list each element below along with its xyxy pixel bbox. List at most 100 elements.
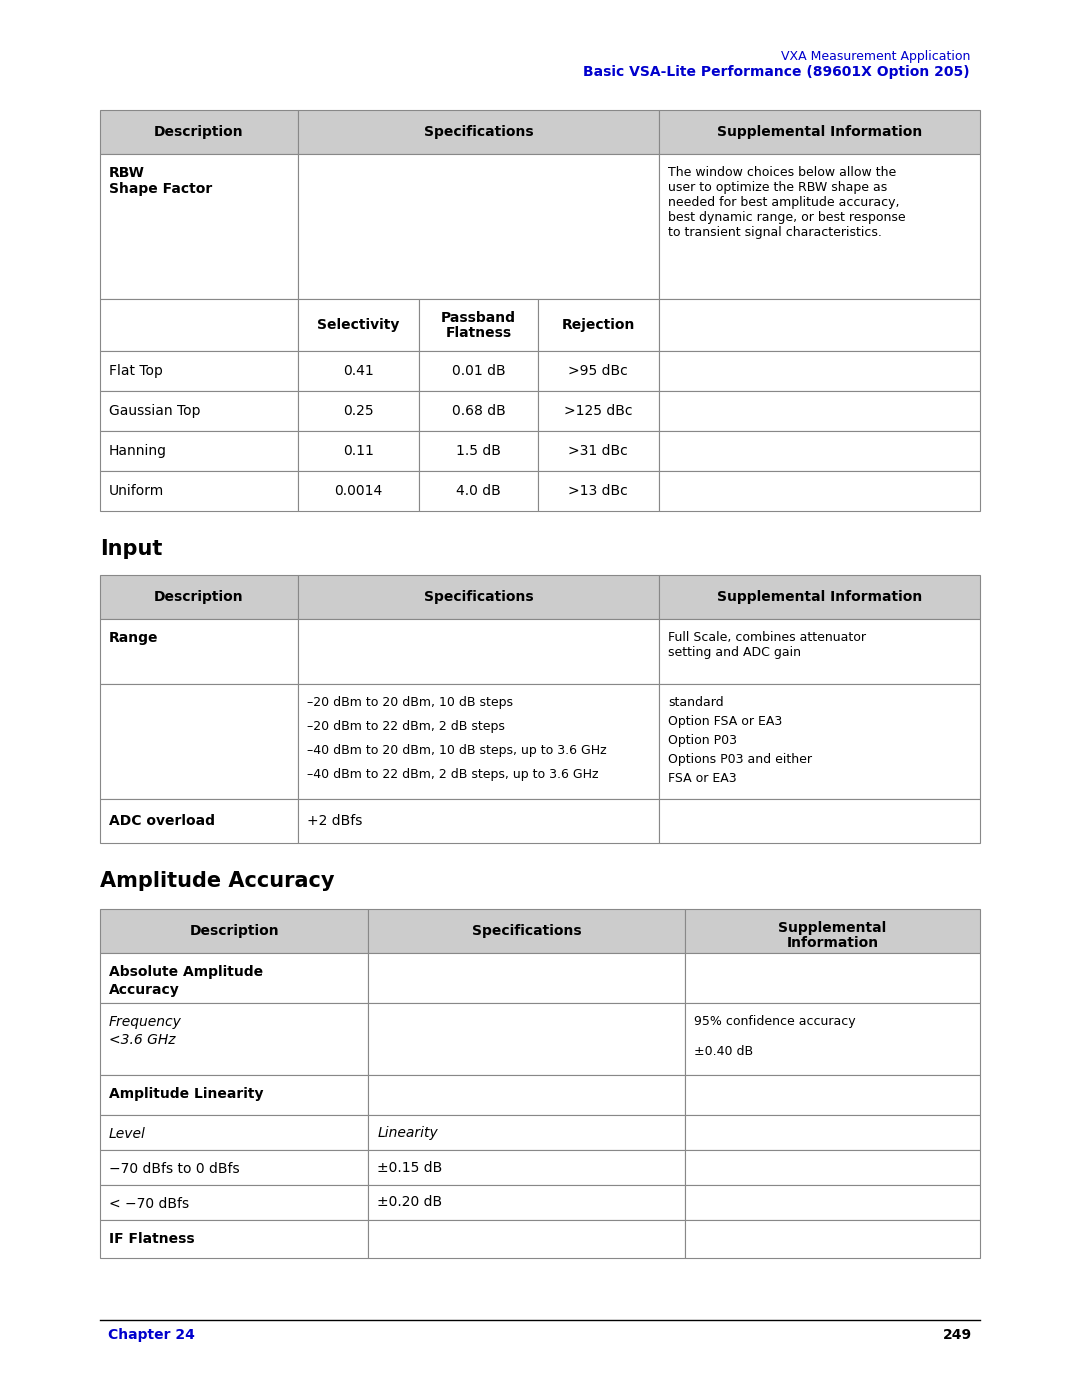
Bar bbox=[298, 799, 659, 842]
Text: <3.6 GHz: <3.6 GHz bbox=[109, 1032, 175, 1046]
Text: Description: Description bbox=[154, 590, 244, 604]
Text: Flat Top: Flat Top bbox=[109, 365, 163, 379]
Text: >125 dBc: >125 dBc bbox=[564, 404, 633, 418]
Bar bbox=[368, 1220, 685, 1259]
Text: 0.25: 0.25 bbox=[343, 404, 374, 418]
Text: Supplemental Information: Supplemental Information bbox=[717, 590, 922, 604]
Bar bbox=[538, 471, 659, 511]
Text: 1.5 dB: 1.5 dB bbox=[456, 444, 501, 458]
Bar bbox=[685, 1115, 980, 1150]
Text: RBW: RBW bbox=[109, 166, 145, 180]
Text: ±0.15 dB: ±0.15 dB bbox=[377, 1161, 443, 1175]
Text: Selectivity: Selectivity bbox=[318, 319, 400, 332]
Bar bbox=[100, 619, 298, 685]
Bar bbox=[100, 110, 298, 154]
Bar bbox=[100, 953, 368, 1003]
Text: Accuracy: Accuracy bbox=[109, 983, 179, 997]
Bar bbox=[419, 299, 538, 351]
Bar bbox=[298, 471, 419, 511]
Text: >31 dBc: >31 dBc bbox=[568, 444, 629, 458]
Bar bbox=[419, 351, 538, 391]
Bar bbox=[100, 909, 368, 953]
Text: Option FSA or EA3: Option FSA or EA3 bbox=[667, 715, 782, 728]
Text: >95 dBc: >95 dBc bbox=[568, 365, 629, 379]
Text: –20 dBm to 20 dBm, 10 dB steps: –20 dBm to 20 dBm, 10 dB steps bbox=[307, 696, 513, 710]
Text: Amplitude Accuracy: Amplitude Accuracy bbox=[100, 870, 335, 891]
Text: >13 dBc: >13 dBc bbox=[568, 483, 629, 497]
Bar bbox=[538, 299, 659, 351]
Text: Description: Description bbox=[189, 923, 279, 937]
Text: FSA or EA3: FSA or EA3 bbox=[667, 773, 737, 785]
Bar bbox=[100, 1150, 368, 1185]
Bar bbox=[659, 685, 980, 799]
Text: Specifications: Specifications bbox=[423, 590, 534, 604]
Bar bbox=[298, 685, 659, 799]
Bar bbox=[368, 1185, 685, 1220]
Bar bbox=[685, 1150, 980, 1185]
Bar bbox=[100, 391, 298, 432]
Bar bbox=[100, 1115, 368, 1150]
Bar bbox=[685, 1076, 980, 1115]
Text: Absolute Amplitude: Absolute Amplitude bbox=[109, 965, 264, 979]
Text: Passband: Passband bbox=[441, 312, 516, 326]
Text: 4.0 dB: 4.0 dB bbox=[456, 483, 501, 497]
Text: Option P03: Option P03 bbox=[667, 733, 737, 747]
Bar bbox=[659, 471, 980, 511]
Bar bbox=[368, 1076, 685, 1115]
Text: < −70 dBfs: < −70 dBfs bbox=[109, 1197, 189, 1211]
Bar bbox=[100, 576, 298, 619]
Text: Basic VSA-Lite Performance (89601X Option 205): Basic VSA-Lite Performance (89601X Optio… bbox=[583, 66, 970, 80]
Bar bbox=[100, 1003, 368, 1076]
Bar bbox=[298, 391, 419, 432]
Bar bbox=[685, 1185, 980, 1220]
Bar bbox=[538, 351, 659, 391]
Bar bbox=[298, 299, 419, 351]
Text: The window choices below allow the
user to optimize the RBW shape as
needed for : The window choices below allow the user … bbox=[667, 166, 905, 239]
Bar bbox=[685, 953, 980, 1003]
Text: Amplitude Linearity: Amplitude Linearity bbox=[109, 1087, 264, 1101]
Bar bbox=[419, 432, 538, 471]
Bar bbox=[100, 799, 298, 842]
Bar bbox=[100, 685, 298, 799]
Bar bbox=[659, 799, 980, 842]
Bar bbox=[298, 432, 419, 471]
Text: –40 dBm to 22 dBm, 2 dB steps, up to 3.6 GHz: –40 dBm to 22 dBm, 2 dB steps, up to 3.6… bbox=[307, 768, 598, 781]
Bar bbox=[659, 110, 980, 154]
Bar bbox=[538, 391, 659, 432]
Bar bbox=[298, 351, 419, 391]
Text: Information: Information bbox=[786, 936, 879, 950]
Text: –40 dBm to 20 dBm, 10 dB steps, up to 3.6 GHz: –40 dBm to 20 dBm, 10 dB steps, up to 3.… bbox=[307, 745, 607, 757]
Bar bbox=[368, 909, 685, 953]
Bar bbox=[368, 1003, 685, 1076]
Text: VXA Measurement Application: VXA Measurement Application bbox=[781, 50, 970, 63]
Bar bbox=[100, 154, 298, 299]
Bar bbox=[659, 619, 980, 685]
Text: standard: standard bbox=[667, 696, 724, 710]
Text: Specifications: Specifications bbox=[423, 124, 534, 138]
Bar bbox=[368, 953, 685, 1003]
Bar bbox=[685, 1220, 980, 1259]
Text: Input: Input bbox=[100, 539, 162, 559]
Bar bbox=[419, 391, 538, 432]
Text: Linearity: Linearity bbox=[377, 1126, 438, 1140]
Text: Uniform: Uniform bbox=[109, 483, 164, 497]
Bar bbox=[659, 432, 980, 471]
Text: Supplemental Information: Supplemental Information bbox=[717, 124, 922, 138]
Bar bbox=[368, 1115, 685, 1150]
Text: ADC overload: ADC overload bbox=[109, 814, 215, 828]
Bar bbox=[659, 576, 980, 619]
Bar bbox=[659, 351, 980, 391]
Text: 0.68 dB: 0.68 dB bbox=[451, 404, 505, 418]
Bar bbox=[100, 471, 298, 511]
Text: 95% confidence accuracy

±0.40 dB: 95% confidence accuracy ±0.40 dB bbox=[694, 1016, 855, 1058]
Text: Specifications: Specifications bbox=[472, 923, 582, 937]
Bar bbox=[100, 1220, 368, 1259]
Text: −70 dBfs to 0 dBfs: −70 dBfs to 0 dBfs bbox=[109, 1162, 240, 1176]
Bar bbox=[100, 1076, 368, 1115]
Bar bbox=[298, 110, 659, 154]
Bar bbox=[538, 432, 659, 471]
Bar bbox=[659, 391, 980, 432]
Text: Shape Factor: Shape Factor bbox=[109, 182, 213, 196]
Text: 0.01 dB: 0.01 dB bbox=[451, 365, 505, 379]
Text: 0.0014: 0.0014 bbox=[335, 483, 382, 497]
